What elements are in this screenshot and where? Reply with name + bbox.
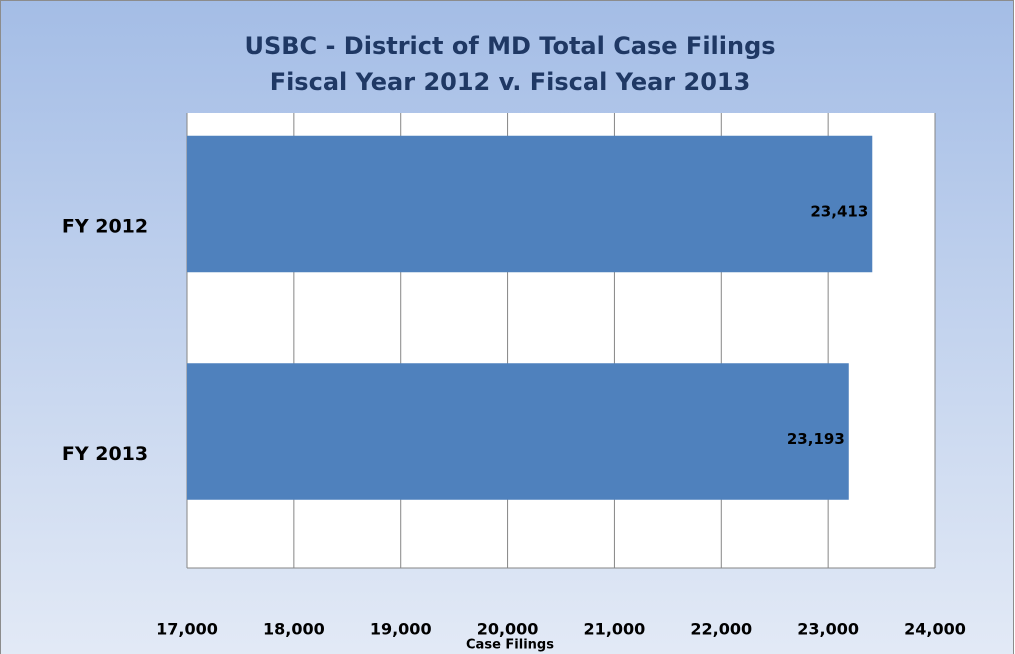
chart-title: USBC - District of MD Total Case Filings — [244, 32, 775, 60]
y-tick-label: FY 2013 — [62, 443, 148, 465]
bar — [187, 363, 849, 500]
chart-subtitle: Fiscal Year 2012 v. Fiscal Year 2013 — [270, 68, 751, 96]
x-tick-label: 20,000 — [477, 620, 539, 639]
value-label: 23,193 — [787, 430, 845, 448]
x-tick-label: 19,000 — [370, 620, 432, 639]
x-tick-label: 22,000 — [690, 620, 752, 639]
x-tick-label: 17,000 — [156, 620, 218, 639]
x-tick-label: 21,000 — [584, 620, 646, 639]
y-tick-label: FY 2012 — [62, 215, 148, 237]
value-label: 23,413 — [810, 202, 868, 220]
bar — [187, 135, 873, 273]
x-tick-label: 18,000 — [263, 620, 325, 639]
x-tick-label: 23,000 — [797, 620, 859, 639]
x-tick-label: 24,000 — [904, 620, 966, 639]
x-axis-title: Case Filings — [466, 638, 554, 653]
